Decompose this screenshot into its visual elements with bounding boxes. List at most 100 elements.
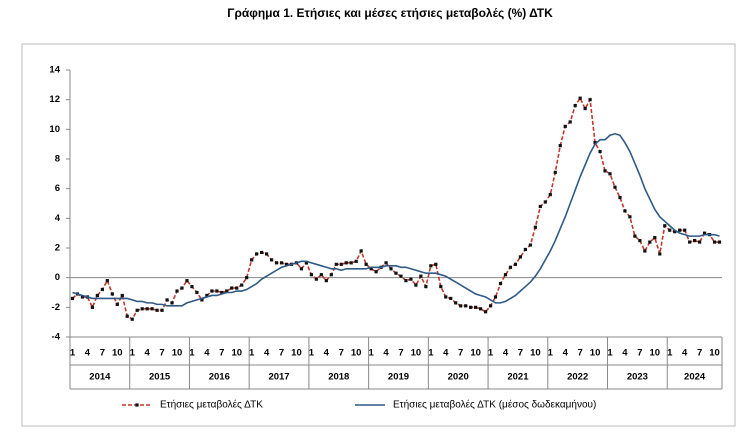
x-group-label: 2019 <box>388 372 409 383</box>
x-tick-label: 7 <box>159 348 164 359</box>
x-tick-label: 4 <box>204 348 210 359</box>
point-marker <box>673 230 677 234</box>
x-tick-label: 1 <box>130 348 136 359</box>
x-tick-label: 1 <box>368 348 374 359</box>
point-marker <box>215 289 219 293</box>
point-marker <box>658 252 662 256</box>
point-marker <box>568 120 572 124</box>
legend-label: Ετήσιες μεταβολές ΔΤΚ <box>160 399 263 411</box>
point-marker <box>444 295 448 299</box>
point-marker <box>230 286 234 290</box>
y-tick-label: 2 <box>55 243 60 254</box>
point-marker <box>344 261 348 265</box>
point-marker <box>374 270 378 274</box>
x-tick-label: 4 <box>85 348 91 359</box>
x-tick-label: 1 <box>607 348 613 359</box>
point-marker <box>588 98 592 102</box>
point-marker <box>399 274 403 278</box>
point-marker <box>394 271 398 275</box>
point-marker <box>125 314 129 318</box>
point-marker <box>384 261 388 265</box>
series-line <box>71 96 720 321</box>
point-marker <box>135 308 139 312</box>
point-marker <box>250 258 254 262</box>
point-marker <box>155 308 159 312</box>
legend-label: Ετήσιες μεταβολές ΔΤΚ (μέσος δωδεκαμήνου… <box>393 399 596 411</box>
point-marker <box>578 96 582 100</box>
point-marker <box>210 289 214 293</box>
point-marker <box>304 261 309 265</box>
x-tick-label: 4 <box>383 348 389 359</box>
point-marker <box>95 293 99 298</box>
point-marker <box>165 298 169 302</box>
point-marker <box>225 289 229 293</box>
point-marker <box>200 298 204 302</box>
y-tick-label: 12 <box>49 94 60 105</box>
x-tick-label: 1 <box>428 348 434 359</box>
point-marker <box>653 236 657 240</box>
point-marker <box>543 200 547 204</box>
point-marker <box>115 302 119 306</box>
point-marker <box>533 225 537 229</box>
point-marker <box>563 124 567 128</box>
x-tick-label: 7 <box>578 348 583 359</box>
point-marker <box>469 305 473 309</box>
point-marker <box>598 149 602 154</box>
x-tick-label: 10 <box>231 348 242 359</box>
point-marker <box>175 289 179 293</box>
x-tick-label: 7 <box>518 348 523 359</box>
point-marker <box>389 267 393 271</box>
x-tick-label: 1 <box>488 348 494 359</box>
point-marker <box>648 240 652 244</box>
point-marker <box>324 279 328 283</box>
point-marker <box>479 307 483 311</box>
y-tick-label: 4 <box>55 213 61 224</box>
point-marker <box>70 296 75 301</box>
series-line <box>72 132 720 307</box>
y-tick-label: -4 <box>52 332 61 343</box>
point-marker <box>274 261 279 265</box>
point-marker <box>100 287 104 292</box>
point-marker <box>717 240 722 244</box>
point-marker <box>474 305 478 309</box>
x-group-label: 2020 <box>448 372 469 383</box>
point-marker <box>190 284 194 289</box>
point-marker <box>538 204 542 209</box>
point-marker <box>185 279 189 283</box>
x-tick-label: 10 <box>112 348 123 359</box>
point-marker <box>573 104 577 108</box>
point-marker <box>548 193 552 197</box>
x-tick-label: 1 <box>70 348 76 359</box>
x-tick-label: 7 <box>279 348 284 359</box>
point-marker <box>299 267 304 271</box>
point-marker <box>668 228 672 232</box>
point-marker <box>264 252 269 256</box>
x-tick-label: 7 <box>697 348 702 359</box>
point-marker <box>354 259 358 263</box>
point-marker <box>150 307 154 311</box>
point-marker <box>439 284 443 289</box>
point-marker <box>349 261 353 265</box>
point-marker <box>414 283 418 287</box>
x-group-label: 2018 <box>328 372 349 383</box>
point-marker <box>120 293 124 298</box>
point-marker <box>698 240 702 244</box>
point-marker <box>80 295 85 299</box>
x-group-label: 2017 <box>268 372 289 383</box>
point-marker <box>240 283 244 287</box>
x-tick-label: 10 <box>291 348 302 359</box>
point-marker <box>613 185 617 189</box>
point-marker <box>434 262 438 266</box>
point-marker <box>493 295 498 299</box>
point-marker <box>419 274 423 278</box>
chart-title: Γράφημα 1. Ετήσιες και μέσες ετήσιες μετ… <box>227 6 553 20</box>
x-group-label: 2023 <box>627 372 648 383</box>
x-group-label: 2021 <box>507 372 529 383</box>
x-tick-label: 10 <box>470 348 481 359</box>
point-marker <box>558 144 562 148</box>
point-marker <box>678 228 682 232</box>
x-tick-label: 4 <box>264 348 270 359</box>
point-marker <box>429 264 433 268</box>
x-group-label: 2014 <box>89 372 111 383</box>
